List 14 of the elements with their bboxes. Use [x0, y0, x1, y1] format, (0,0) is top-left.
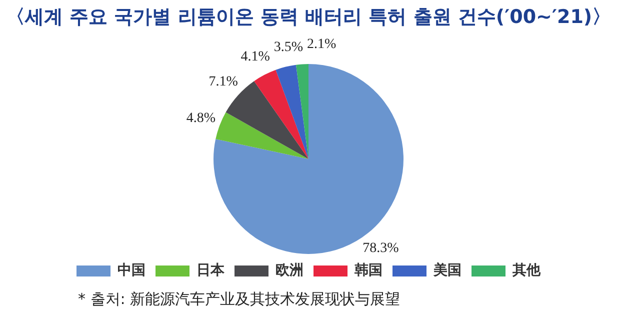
legend-label: 韩国: [354, 262, 382, 279]
legend-label: 中国: [118, 262, 146, 279]
data-label: 2.1%: [307, 36, 337, 52]
data-label: 78.3%: [362, 241, 400, 256]
legend-label: 日本: [196, 262, 226, 279]
legend-label: 其他: [512, 262, 542, 279]
text: * 출처: 新能源汽车产业及其技术发展现状与展望: [77, 289, 402, 310]
data-label: 3.5%: [274, 40, 304, 56]
data-label: 7.1%: [208, 74, 238, 90]
chart-title: 〈세계 주요 국가별 리튬이온 동력 배터리 특허 출원 건수(′00~′21)〉: [5, 5, 612, 30]
data-label: 4.8%: [186, 110, 216, 126]
data-label: 4.1%: [240, 50, 270, 65]
legend-label: 欧洲: [276, 262, 304, 279]
legend-label: 美国: [432, 262, 462, 279]
